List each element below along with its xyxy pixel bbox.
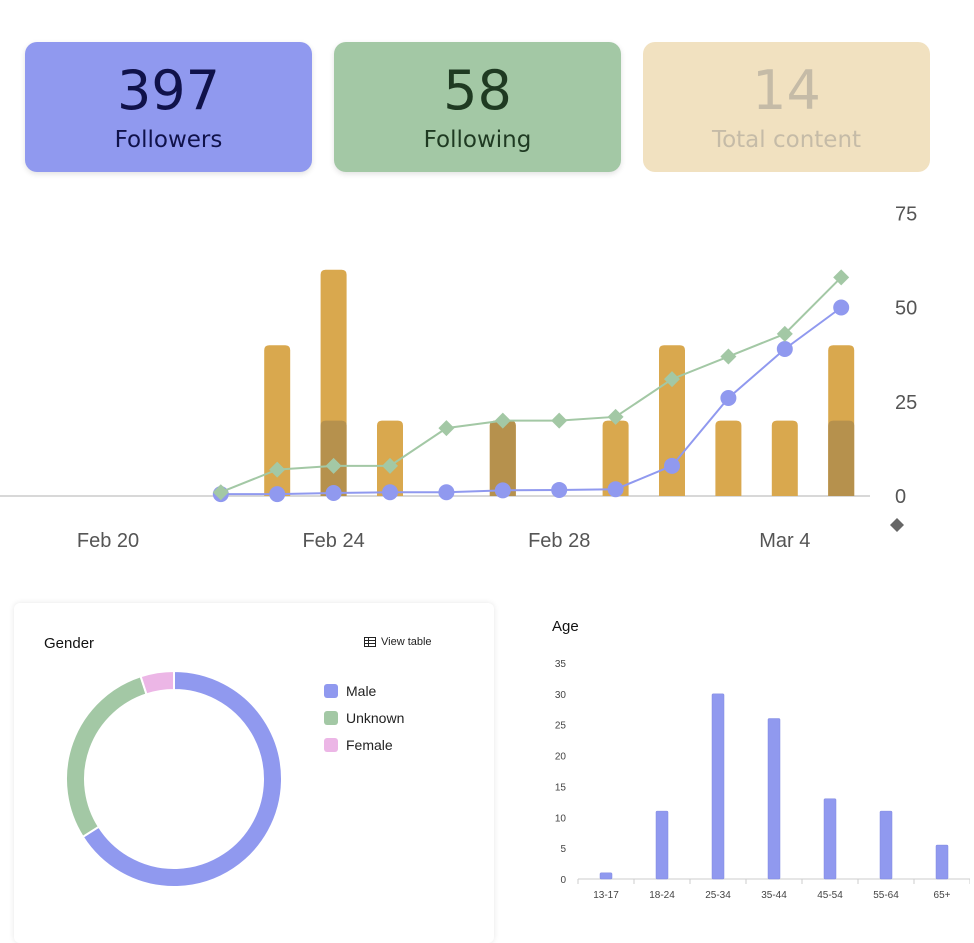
legend-diamond-icon	[890, 518, 904, 532]
legend-label-male: Male	[346, 682, 377, 699]
total-content-label: Total content	[711, 127, 862, 153]
followers-point	[551, 481, 568, 498]
age-y-tick: 25	[555, 721, 567, 732]
followers-point	[833, 299, 850, 316]
age-y-tick: 15	[555, 782, 567, 793]
age-x-tick: 35-44	[761, 890, 787, 901]
following-point	[551, 412, 568, 429]
gender-donut	[65, 669, 283, 888]
followers-point	[776, 340, 793, 357]
donut-slice-female	[139, 669, 175, 696]
gender-panel: Gender View table Male Unknown Female	[14, 603, 494, 943]
total-content-count: 14	[752, 59, 821, 122]
followers-point	[325, 484, 342, 501]
following-label: Following	[423, 127, 532, 153]
legend-item-male[interactable]: Male	[324, 677, 404, 704]
content-bar-overlay	[828, 420, 855, 496]
y-tick-50: 50	[895, 298, 917, 320]
view-table-label: View table	[381, 636, 432, 648]
followers-point	[438, 484, 455, 501]
x-tick-label: Mar 4	[759, 530, 810, 552]
age-x-tick: 13-17	[593, 890, 619, 901]
y-tick-75: 75	[895, 203, 917, 225]
age-x-tick: 55-64	[873, 890, 899, 901]
donut-slice-male	[81, 669, 283, 888]
legend-label-unknown: Unknown	[346, 709, 405, 726]
age-x-tick: 18-24	[649, 890, 675, 901]
age-x-tick: 45-54	[817, 890, 843, 901]
age-y-tick: 5	[560, 844, 566, 855]
followers-point	[269, 486, 286, 503]
age-y-tick: 10	[555, 813, 567, 824]
table-icon	[364, 637, 376, 647]
following-point	[494, 412, 511, 429]
age-x-tick: 25-34	[705, 890, 731, 901]
gender-title: Gender	[44, 635, 95, 652]
following-point	[212, 484, 229, 501]
legend-item-unknown[interactable]: Unknown	[324, 704, 404, 731]
series-line-followers	[220, 306, 842, 496]
activity-chart: 75 50 25 0 Feb 20 Feb 24 Feb 28 Mar 4	[0, 203, 917, 552]
age-bar-13-17	[599, 872, 613, 880]
following-count: 58	[443, 59, 512, 122]
following-point	[664, 371, 680, 388]
age-x-tick: 65+	[934, 890, 951, 901]
age-bar-25-34	[711, 693, 725, 880]
content-bar	[771, 420, 798, 496]
following-point	[382, 457, 398, 474]
y-tick-25: 25	[895, 392, 917, 414]
age-y-tick: 20	[555, 752, 567, 763]
content-bar	[715, 420, 742, 496]
age-title: Age	[552, 618, 579, 635]
followers-point	[607, 481, 624, 498]
legend-label-female: Female	[346, 736, 393, 753]
age-bar-65+	[935, 844, 949, 880]
content-bar	[264, 345, 291, 496]
followers-point	[494, 482, 511, 499]
following-point	[776, 325, 793, 342]
donut-slice-unknown	[65, 675, 148, 839]
x-tick-label: Feb 24	[302, 530, 364, 552]
legend-swatch-male	[324, 683, 338, 698]
series-line-following	[220, 276, 842, 494]
followers-point	[720, 389, 737, 406]
content-bar	[602, 420, 629, 496]
x-tick-label: Feb 28	[528, 530, 590, 552]
view-table-button[interactable]: View table	[364, 636, 432, 648]
following-point	[325, 457, 342, 474]
legend-swatch-female	[324, 737, 338, 752]
followers-label: Followers	[114, 127, 223, 153]
followers-point	[664, 457, 680, 474]
following-point	[269, 461, 286, 478]
age-y-tick: 30	[555, 690, 567, 701]
followers-card[interactable]: 397 Followers	[25, 42, 312, 172]
followers-point	[382, 484, 398, 501]
following-point	[438, 420, 455, 437]
legend-swatch-unknown	[324, 710, 338, 725]
gender-legend: Male Unknown Female	[324, 677, 404, 758]
age-chart: 35 30 25 20 15 10 5 0 13-17 18-24 25-34 35-44 45-54 5…	[555, 659, 970, 901]
age-y-tick: 35	[555, 659, 567, 670]
followers-count: 397	[116, 59, 221, 122]
age-y-tick: 0	[560, 875, 566, 886]
age-bar-35-44	[767, 718, 781, 880]
legend-item-female[interactable]: Female	[324, 731, 404, 758]
content-bar-overlay	[489, 420, 516, 496]
total-content-card[interactable]: 14 Total content	[643, 42, 930, 172]
age-bar-45-54	[823, 798, 837, 880]
following-card[interactable]: 58 Following	[334, 42, 621, 172]
following-point	[833, 269, 850, 286]
following-point	[607, 408, 624, 425]
y-tick-0: 0	[895, 486, 906, 508]
x-tick-label: Feb 20	[77, 530, 139, 552]
age-bar-18-24	[655, 810, 669, 880]
age-bar-55-64	[879, 810, 893, 880]
following-point	[720, 348, 737, 365]
